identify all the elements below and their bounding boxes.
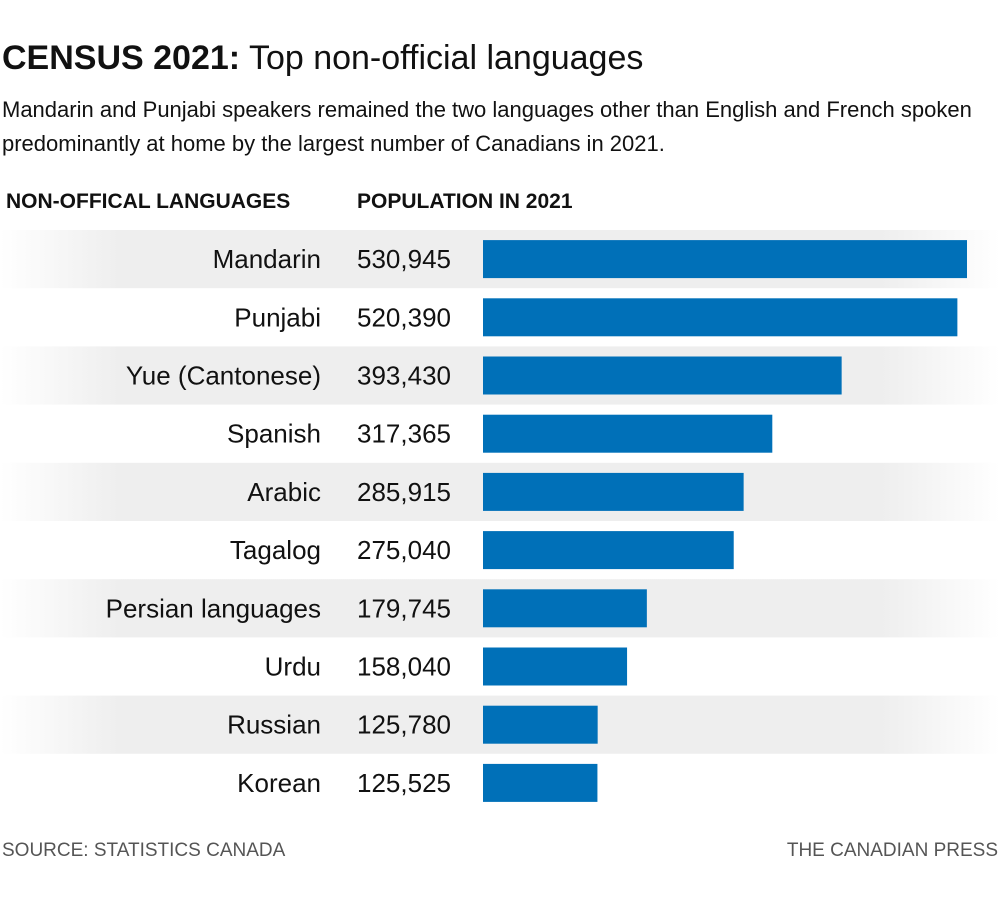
category-label: Persian languages xyxy=(106,593,321,623)
bar-9 xyxy=(483,763,598,802)
category-label: Spanish xyxy=(227,419,321,449)
category-label: Yue (Cantonese) xyxy=(126,361,321,391)
bar-1 xyxy=(483,298,958,337)
category-label: Punjabi xyxy=(234,302,321,332)
bar-6 xyxy=(483,589,647,628)
title-bold: CENSUS 2021: xyxy=(2,39,241,77)
value-label: 275,040 xyxy=(357,535,451,565)
category-label: Korean xyxy=(237,768,321,798)
chart-title: CENSUS 2021: Top non-official languages xyxy=(2,36,643,80)
value-label: 285,915 xyxy=(357,477,451,507)
category-label: Russian xyxy=(227,710,321,740)
value-label: 179,745 xyxy=(357,593,451,623)
source-note: SOURCE: STATISTICS CANADA xyxy=(2,840,286,861)
bar-3 xyxy=(483,414,773,453)
chart-subtitle: Mandarin and Punjabi speakers remained t… xyxy=(2,97,972,156)
value-label: 520,390 xyxy=(357,302,451,332)
category-label: Tagalog xyxy=(230,535,321,565)
credit-note: THE CANADIAN PRESS xyxy=(786,840,998,861)
bar-chart: Mandarin 530,945 Punjabi 520,390 Yue (Canton… xyxy=(0,230,1000,802)
category-label: Mandarin xyxy=(213,244,321,274)
bar-8 xyxy=(483,705,598,744)
bar-0 xyxy=(483,240,967,279)
value-label: 317,365 xyxy=(357,419,451,449)
value-label: 393,430 xyxy=(357,361,451,391)
bar-4 xyxy=(483,472,744,511)
bar-2 xyxy=(483,356,842,395)
bar-5 xyxy=(483,531,734,570)
category-label: Arabic xyxy=(247,477,321,507)
value-label: 530,945 xyxy=(357,244,451,274)
title-rest: Top non-official languages xyxy=(240,39,644,77)
value-label: 125,780 xyxy=(357,710,451,740)
bar-7 xyxy=(483,647,628,686)
category-label: Urdu xyxy=(265,652,321,682)
column-header-languages: NON-OFFICAL LANGUAGES xyxy=(6,190,291,213)
column-header-population: POPULATION IN 2021 xyxy=(357,190,573,213)
value-label: 158,040 xyxy=(357,652,451,682)
value-label: 125,525 xyxy=(357,768,451,798)
